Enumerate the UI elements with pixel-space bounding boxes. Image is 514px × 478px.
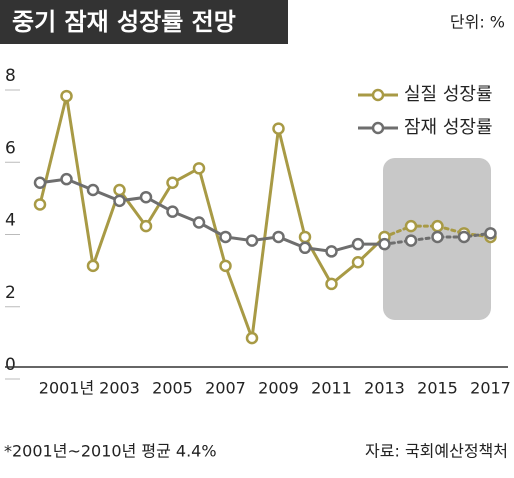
point [431,219,444,233]
point [60,89,73,103]
point [219,230,232,244]
x-tick-label: 2011 [311,379,352,398]
point [431,230,444,244]
point [113,194,126,208]
y-tick-label: 6 [5,138,16,158]
x-tick-label: 2005 [152,379,193,398]
point [272,122,285,135]
point [298,230,312,244]
x-tick-label: 2013 [364,379,405,398]
x-tick-label: 2009 [258,379,299,398]
point [113,183,126,197]
x-tick-label: 2007 [205,379,246,398]
point [272,230,285,244]
series-line [38,95,386,339]
point [457,230,471,244]
point [325,245,338,258]
point [484,227,497,240]
y-tick-label: 0 [5,355,16,375]
x-tick-label: 2001년 [39,379,94,398]
point [166,176,179,190]
legend-marker [371,88,385,102]
point [33,176,47,190]
point [139,219,153,233]
point [351,237,365,251]
y-tick-label: 4 [5,211,16,231]
point [166,205,179,218]
chart-title: 중기 잠재 성장률 전망 [12,8,236,36]
point [351,255,365,269]
note: *2001년~2010년 평균 4.4% [4,442,217,461]
point [33,198,47,211]
point [86,259,100,273]
point [219,259,232,273]
point [245,234,259,247]
x-tick-label: 2015 [417,379,458,398]
title-bar [0,0,288,44]
x-tick-label: 2017 [470,379,511,398]
unit-label: 단위: % [450,13,505,32]
point [139,190,153,204]
point [60,172,73,186]
point [245,331,259,345]
point [86,183,100,197]
point [378,237,391,251]
point [325,277,338,291]
point [404,234,418,247]
legend-label: 실질 성장률 [404,84,493,105]
legend-marker [371,121,385,135]
y-tick-label: 2 [5,283,16,303]
point [298,241,312,255]
point [192,162,206,175]
y-tick-label: 8 [5,66,16,86]
source: 자료: 국회예산정책처 [365,442,508,461]
point [192,216,206,229]
x-tick-label: 2003 [99,379,140,398]
legend-label: 잠재 성장률 [404,117,493,138]
point [404,219,418,233]
